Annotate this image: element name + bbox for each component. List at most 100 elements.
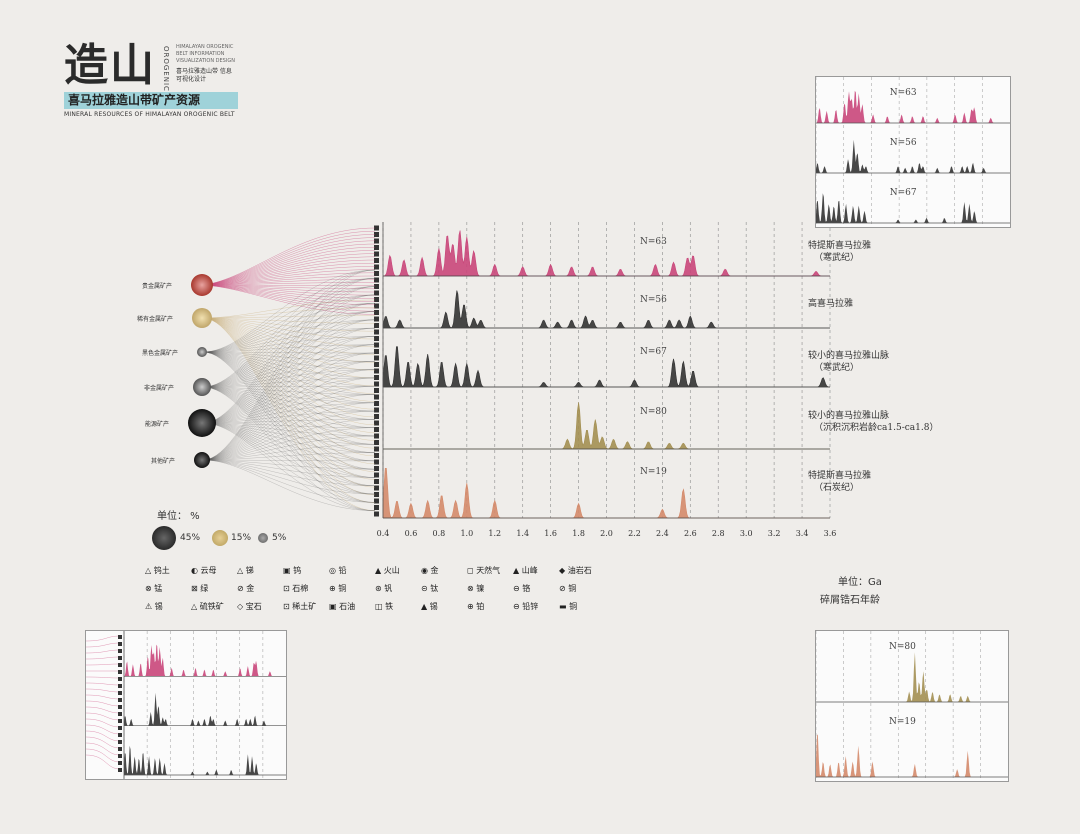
mineral-legend-label: 钨: [293, 566, 302, 575]
inset-curve: [86, 694, 121, 700]
inset-n-label: N=80: [889, 642, 916, 652]
category-circle: [188, 409, 216, 437]
connection-curve: [202, 386, 376, 495]
inset-icon: [118, 761, 122, 765]
mineral-icon: [374, 232, 379, 237]
connection-curve: [202, 459, 376, 478]
page-subtitle: MINERAL RESOURCES OF HIMALAYAN OROGENIC …: [64, 111, 235, 118]
inset-curve: [86, 682, 121, 686]
connection-curve: [202, 410, 376, 461]
category-circle: [191, 274, 213, 296]
inset-icon: [118, 635, 122, 639]
mineral-legend-item: ⊡ 石棉: [283, 583, 308, 594]
mineral-icon: [374, 414, 379, 419]
logo-english-small: HIMALAYAN OROGENIC BELT INFORMATION VISU…: [176, 44, 235, 64]
inset-series-area: [816, 139, 1010, 173]
inset-curve: [86, 736, 121, 749]
category-circle: [194, 452, 210, 468]
mineral-icon: [374, 459, 379, 465]
connection-curve: [202, 427, 376, 461]
connection-curve: [202, 422, 376, 428]
inset-curve: [86, 663, 121, 666]
mineral-icon: [374, 271, 379, 276]
mineral-icon: ⊖: [513, 584, 523, 593]
connection-curve: [202, 377, 376, 424]
mineral-icon: [374, 329, 379, 335]
inset-curve: [86, 706, 121, 714]
page-title: 喜马拉雅造山带矿产资源: [64, 92, 238, 109]
connection-curve: [202, 327, 376, 461]
mineral-legend-label: 稀土矿: [292, 602, 317, 611]
connection-curve: [202, 422, 376, 453]
mineral-icon: [374, 362, 379, 367]
x-tick-label: 1.0: [460, 529, 473, 538]
row-label: 特提斯喜马拉雅: [808, 469, 871, 481]
mineral-icon: [374, 316, 379, 322]
mineral-icon: [374, 303, 379, 309]
mineral-icon: ⊡: [283, 602, 293, 611]
inset-icon: [118, 684, 122, 688]
connection-curve: [202, 317, 376, 332]
connection-curve: [202, 351, 376, 354]
inset-icon: [118, 754, 122, 758]
mineral-icon: ⊖: [513, 602, 523, 611]
connection-curve: [202, 344, 376, 388]
mineral-icon: [374, 238, 379, 244]
mineral-icon: [374, 225, 379, 231]
connection-curve: [202, 394, 376, 461]
size-legend-unit: 单位： %: [157, 511, 200, 522]
connection-curve: [202, 402, 376, 424]
mineral-legend-label: 铂: [476, 602, 485, 611]
mineral-icon: [374, 440, 379, 445]
connection-curve: [202, 269, 376, 353]
n-count-label: N=80: [640, 407, 667, 417]
mineral-icon: [374, 245, 379, 250]
mineral-icon: [374, 485, 379, 491]
connection-curve: [202, 243, 376, 286]
connection-curve: [202, 386, 376, 486]
mineral-icon: [374, 479, 379, 484]
connection-curve: [202, 319, 376, 424]
connection-curve: [202, 319, 376, 353]
connection-curve: [202, 459, 376, 495]
connection-curve: [202, 299, 376, 319]
mineral-legend: △ 钨土 ◐ 云母 △ 锑 ▣ 钨 ◎ 铅 ▲ 火山 ◉ 金 ◻ 天然气 ▲ 山峰 ◆ 油岩石 ⊗ …: [145, 565, 605, 625]
connection-curve: [202, 284, 376, 289]
mineral-icon: ▣: [329, 602, 340, 611]
inset-curve: [86, 688, 121, 693]
connection-curve: [202, 386, 376, 511]
x-tick-label: 1.4: [516, 529, 529, 538]
connection-curve: [202, 231, 376, 286]
mineral-icon: ⊕: [329, 584, 339, 593]
mineral-legend-item: ⚠ 锡: [145, 601, 163, 612]
mineral-icon: [374, 264, 379, 270]
inset-icon: [118, 691, 122, 695]
mineral-icon: [374, 323, 379, 328]
connection-curve: [202, 319, 376, 461]
category-label: 其他矿产: [151, 457, 175, 465]
mineral-legend-label: 宝石: [245, 602, 262, 611]
mineral-icon: ▬: [559, 602, 570, 611]
inset-curve: [86, 676, 121, 679]
row-label: 高喜马拉雅: [808, 297, 853, 309]
mineral-legend-label: 铬: [522, 584, 531, 593]
connection-curve: [202, 386, 376, 503]
connection-curve: [202, 284, 376, 305]
connection-curve: [202, 284, 376, 302]
mineral-legend-item: ⊘ 铜: [559, 583, 576, 594]
connection-curve: [202, 234, 376, 286]
connection-curve: [202, 422, 376, 503]
mineral-legend-label: 火山: [383, 566, 400, 575]
connection-curve: [202, 327, 376, 388]
inset-icon: [118, 740, 122, 744]
inset-icon: [118, 747, 122, 751]
mineral-icon: ⊕: [467, 602, 477, 611]
connection-curve: [202, 311, 376, 353]
mineral-legend-label: 油岩石: [567, 566, 592, 575]
mineral-icon: [374, 388, 379, 393]
connection-curve: [202, 294, 376, 424]
mineral-icon: [374, 466, 379, 471]
mineral-legend-label: 金: [430, 566, 439, 575]
mineral-icon: ◉: [421, 566, 431, 575]
